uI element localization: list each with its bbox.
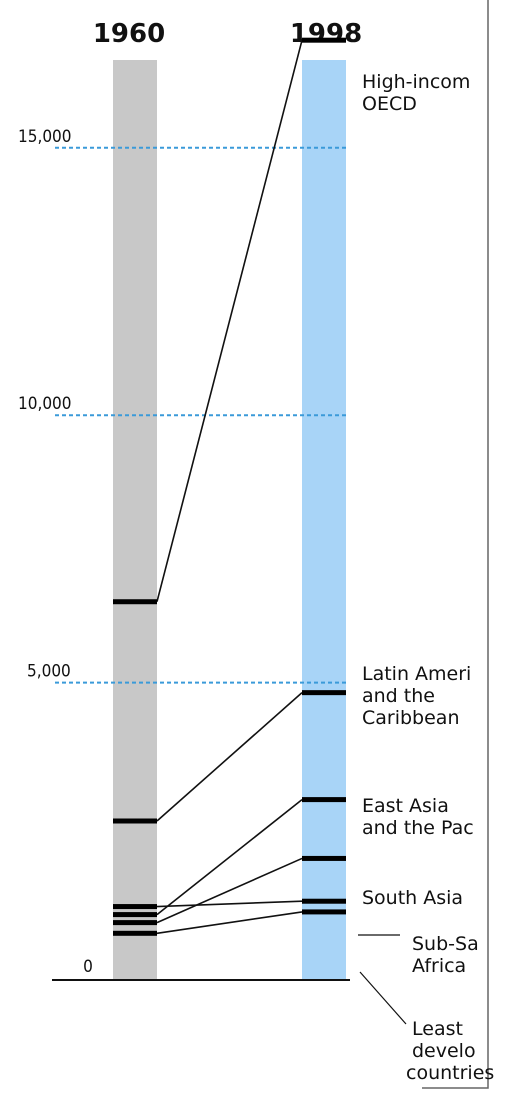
series-label-3: South Asia: [362, 887, 463, 909]
y-tick-label-0: 0: [83, 957, 93, 977]
slope-line-3: [156, 857, 303, 924]
mark-1960-1: [113, 818, 157, 824]
mark-1998-2: [302, 797, 346, 803]
slope-line-4: [156, 900, 303, 908]
mark-1998-5: [302, 909, 346, 915]
series-label-4: Sub-Sa Africa: [412, 933, 479, 977]
bar-1998: [302, 60, 346, 980]
slope-line-1: [156, 692, 303, 822]
series-label-0: High-incom OECD: [362, 71, 470, 115]
mark-1998-1: [302, 690, 346, 696]
mark-1998-4: [302, 898, 346, 904]
slope-line-2: [156, 798, 303, 916]
leader-line-least-developed: [359, 971, 407, 1025]
y-tick-labels: 0 5,000 10,000 15,000: [18, 127, 93, 977]
panel-frame: [422, 0, 489, 1089]
slope-line-0: [156, 39, 303, 602]
mark-1960-2: [113, 912, 157, 918]
y-tick-label-10000: 10,000: [18, 394, 72, 414]
mark-1960-3: [113, 920, 157, 926]
y-tick-label-5000: 5,000: [27, 662, 71, 682]
y-tick-label-15000: 15,000: [18, 127, 72, 147]
column-header-1998: 1998: [290, 19, 362, 49]
slope-lines: [156, 39, 303, 935]
mark-1960-5: [113, 930, 157, 936]
series-label-1: Latin Ameri and the Caribbean: [362, 663, 471, 729]
column-header-1960: 1960: [93, 19, 165, 49]
mark-1960-4: [113, 904, 157, 910]
series-label-2: East Asia and the Pac: [362, 795, 474, 839]
mark-1998-0: [302, 37, 346, 43]
series-labels: High-incom OECD Latin Ameri and the Caribbea…: [358, 71, 494, 1084]
mark-1960-0: [113, 599, 157, 605]
value-marks: [113, 37, 346, 936]
bar-1960: [113, 60, 157, 980]
slope-line-5: [156, 911, 303, 935]
mark-1998-3: [302, 855, 346, 861]
series-label-5: Least develo countries: [406, 1018, 494, 1084]
